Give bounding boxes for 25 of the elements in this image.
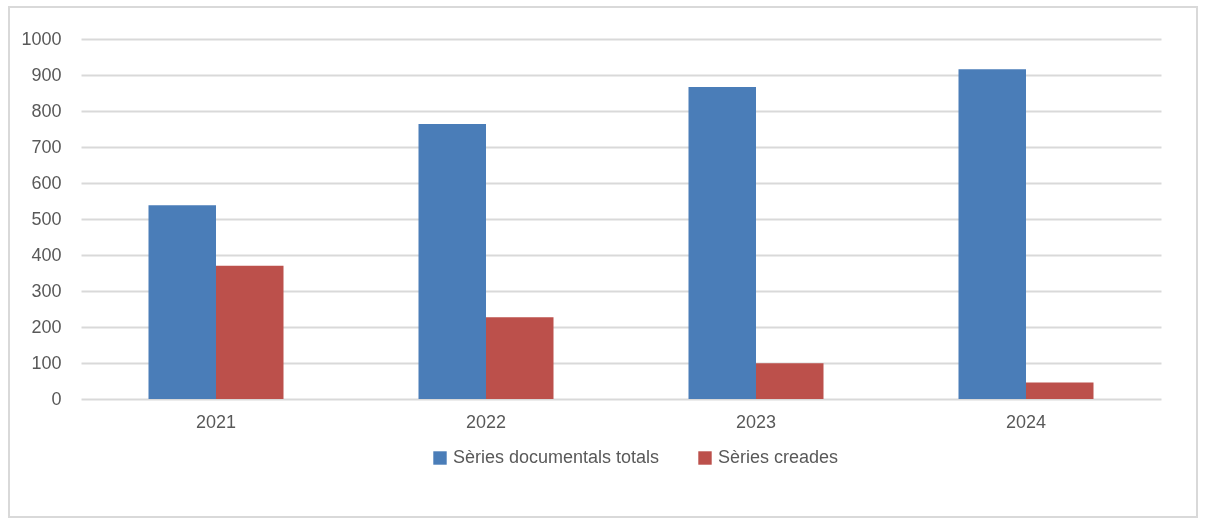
bar (486, 317, 554, 399)
bar (756, 363, 824, 399)
bar (958, 69, 1026, 399)
y-tick-label: 500 (31, 208, 62, 229)
y-tick-label: 700 (31, 136, 62, 157)
y-tick-label: 800 (31, 100, 62, 121)
x-tick-label: 2022 (465, 411, 507, 432)
y-tick-label: 0 (51, 388, 62, 409)
bar (1026, 382, 1094, 399)
y-tick-label: 400 (31, 244, 62, 265)
bar (148, 205, 216, 399)
bar (216, 265, 284, 399)
x-tick-label: 2024 (1005, 411, 1047, 432)
bar (418, 123, 486, 399)
y-tick-label: 600 (31, 172, 62, 193)
bar (688, 86, 756, 399)
legend-label: Sèries creades (718, 447, 839, 467)
x-tick-label: 2021 (195, 411, 237, 432)
y-tick-label: 100 (31, 352, 62, 373)
y-tick-label: 300 (31, 280, 62, 301)
y-tick-label: 200 (31, 316, 62, 337)
x-tick-label: 2023 (735, 411, 777, 432)
y-tick-label: 1000 (21, 28, 62, 49)
legend-label: Sèries documentals totals (453, 447, 660, 467)
y-tick-label: 900 (31, 64, 62, 85)
